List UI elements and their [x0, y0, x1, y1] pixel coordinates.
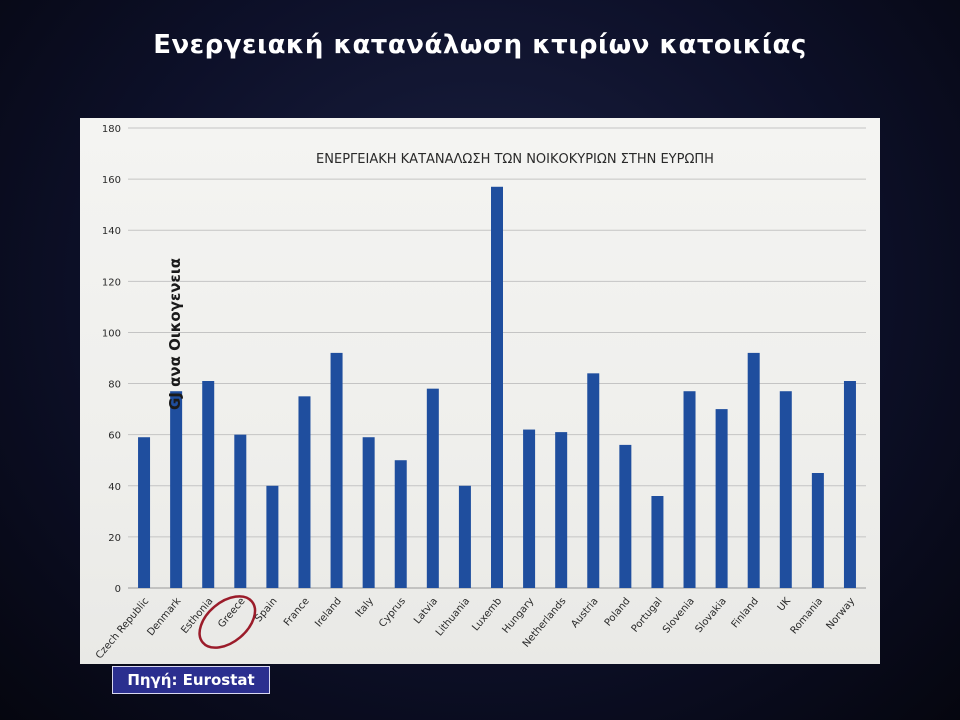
y-tick-label: 80	[108, 380, 121, 391]
y-tick-labels: 0 20 40 60 80 100 120 140 160 180	[102, 124, 121, 595]
x-tick-label: Norway	[824, 596, 857, 632]
y-tick-label: 20	[108, 533, 121, 544]
bar-czech-republic	[138, 437, 151, 588]
bar-cyprus	[394, 460, 407, 588]
x-tick-label: Cyprus	[377, 596, 408, 630]
x-tick-label: Latvia	[412, 596, 440, 626]
x-tick-label: Denmark	[145, 596, 183, 638]
bar-greece	[234, 434, 247, 588]
chart-title: ΕΝΕΡΓΕΙΑΚΗ ΚΑΤΑΝΑΛΩΣΗ ΤΩΝ ΝΟΙΚΟΚΥΡΙΩΝ ΣΤ…	[316, 152, 714, 167]
x-tick-label: Romania	[789, 596, 826, 637]
bar-norway	[843, 381, 856, 588]
source-label: Πηγή: Eurostat	[112, 666, 270, 694]
x-tick-label: Portugal	[630, 596, 665, 635]
y-tick-label: 40	[108, 482, 121, 493]
greece-highlight-ring	[198, 595, 257, 649]
bar-slovenia	[683, 391, 696, 588]
x-tick-label: Lithuania	[434, 596, 472, 639]
bar-esthonia	[202, 381, 215, 588]
x-tick-label: Esthonia	[179, 596, 215, 636]
y-tick-label: 140	[102, 226, 121, 237]
x-tick-label: Slovakia	[693, 596, 728, 635]
slide-title: Ενεργειακή κατανάλωση κτιρίων κατοικίας	[153, 30, 807, 60]
x-tick-label: Poland	[603, 596, 633, 629]
x-tick-label: France	[282, 596, 312, 629]
y-tick-label: 60	[108, 431, 121, 442]
bar-lithuania	[458, 485, 471, 588]
chart-photo: 0 20 40 60 80 100 120 140 160 180 Czech Republic D…	[80, 118, 880, 664]
x-tick-label: Spain	[253, 596, 279, 624]
bar-italy	[362, 437, 375, 588]
bar-france	[298, 396, 311, 588]
bar-luxemb	[491, 186, 503, 588]
x-tick-label: Austria	[569, 596, 600, 630]
y-tick-label: 0	[115, 584, 121, 595]
x-tick-label: Italy	[354, 596, 376, 620]
bar-uk	[779, 391, 792, 588]
bar-latvia	[426, 388, 439, 588]
bar-denmark	[170, 391, 183, 588]
bars	[138, 186, 856, 588]
x-tick-label: Slovenia	[661, 596, 697, 636]
x-tick-label: Luxemb	[470, 596, 504, 633]
y-tick-label: 100	[102, 328, 121, 339]
y-tick-label: 180	[102, 124, 121, 135]
y-axis-label: GJ ανα Οικογενεια	[166, 258, 184, 410]
x-tick-label: Ireland	[313, 596, 344, 630]
y-tick-label: 120	[102, 277, 121, 288]
bar-austria	[587, 373, 600, 588]
bar-netherlands	[555, 432, 568, 588]
bar-hungary	[523, 429, 536, 588]
bar-chart: 0 20 40 60 80 100 120 140 160 180 Czech RepublicD…	[94, 124, 866, 662]
bar-poland	[619, 444, 632, 588]
x-tick-label: Finland	[730, 596, 761, 630]
bar-spain	[266, 485, 279, 588]
bar-ireland	[330, 352, 343, 588]
x-tick-label: Czech Republic	[94, 596, 151, 661]
bar-finland	[747, 352, 760, 588]
bar-romania	[811, 473, 824, 588]
y-tick-label: 160	[102, 175, 121, 186]
x-tick-label: UK	[776, 596, 794, 614]
bar-portugal	[651, 496, 664, 588]
bar-slovakia	[715, 409, 728, 588]
